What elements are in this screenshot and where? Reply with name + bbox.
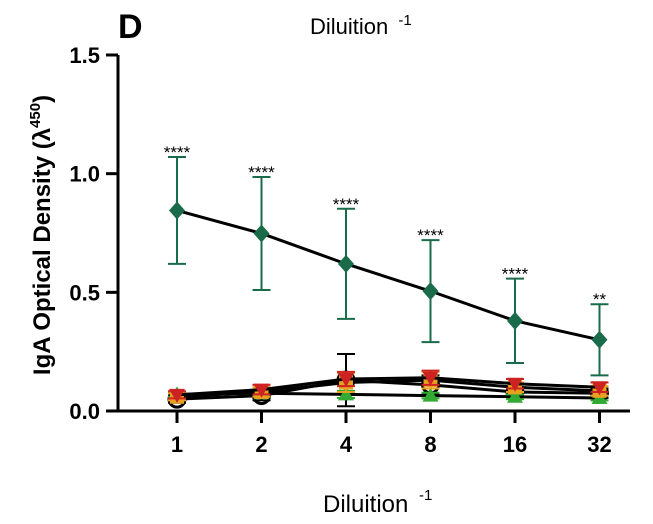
data-point-triangle-down	[422, 371, 439, 386]
significance-label: ****	[502, 265, 529, 284]
y-ticks: 0.0 0.5 1.0 1.5	[69, 43, 118, 424]
data-point-diamond	[422, 282, 439, 301]
x-tick-label: 2	[255, 432, 267, 457]
series-layer: **********************	[164, 143, 609, 409]
data-point-diamond	[169, 201, 185, 220]
y-tick-label: 0.5	[69, 280, 100, 305]
data-point-triangle-down	[591, 381, 608, 396]
significance-label: **	[593, 290, 607, 309]
svg-text:IgA Optical Density (λ450): IgA Optical Density (λ450)	[27, 95, 56, 375]
x-tick-label: 32	[587, 432, 611, 457]
x-tick-label: 4	[340, 432, 353, 457]
series-triangle-down	[168, 369, 609, 403]
data-point-diamond	[507, 311, 523, 330]
chart-title: Diluition -1	[310, 12, 412, 39]
x-tick-label: 16	[503, 432, 527, 457]
y-axis-label-end: )	[29, 95, 56, 103]
x-axis-label-text: Diluition	[323, 491, 408, 518]
chart-title-superscript: -1	[398, 12, 411, 29]
significance-label: ****	[164, 143, 191, 162]
data-point-triangle-up	[338, 386, 354, 401]
data-point-triangle-down	[253, 383, 270, 398]
chart-title-text: Diluition	[310, 14, 388, 39]
data-point-triangle-down	[169, 388, 185, 403]
x-axis-label: Diluition -1	[323, 487, 432, 518]
series-diamond: **********************	[164, 143, 609, 377]
series-square	[168, 370, 609, 404]
y-axis-label: IgA Optical Density (λ450)	[27, 95, 56, 375]
x-ticks: 1 2 4 8 16 32	[171, 411, 612, 457]
series-line	[176, 209, 600, 342]
significance-label: ****	[248, 163, 275, 182]
data-point-triangle-up	[507, 388, 523, 403]
series-line	[176, 376, 600, 397]
data-point-triangle-down	[338, 372, 354, 387]
data-point-diamond	[253, 224, 270, 243]
data-point-diamond	[338, 254, 354, 273]
y-tick-label: 1.0	[69, 162, 100, 187]
significance-label: ****	[417, 226, 444, 245]
data-point-triangle-down	[507, 377, 523, 392]
y-tick-label: 0.0	[69, 399, 100, 424]
panel-label: D	[118, 8, 143, 46]
data-point-diamond	[591, 330, 608, 349]
series-line	[176, 378, 600, 399]
y-tick-label: 1.5	[69, 43, 100, 68]
y-axis-label-superscript: 450	[27, 103, 44, 128]
x-tick-label: 8	[424, 432, 436, 457]
data-point-triangle-up	[422, 387, 439, 402]
y-axis-label-text: IgA Optical Density (	[29, 141, 56, 375]
x-tick-label: 1	[171, 432, 183, 457]
significance-label: ****	[333, 195, 360, 214]
x-axis-label-superscript: -1	[419, 487, 432, 504]
y-axis-label-symbol: λ	[29, 128, 56, 141]
